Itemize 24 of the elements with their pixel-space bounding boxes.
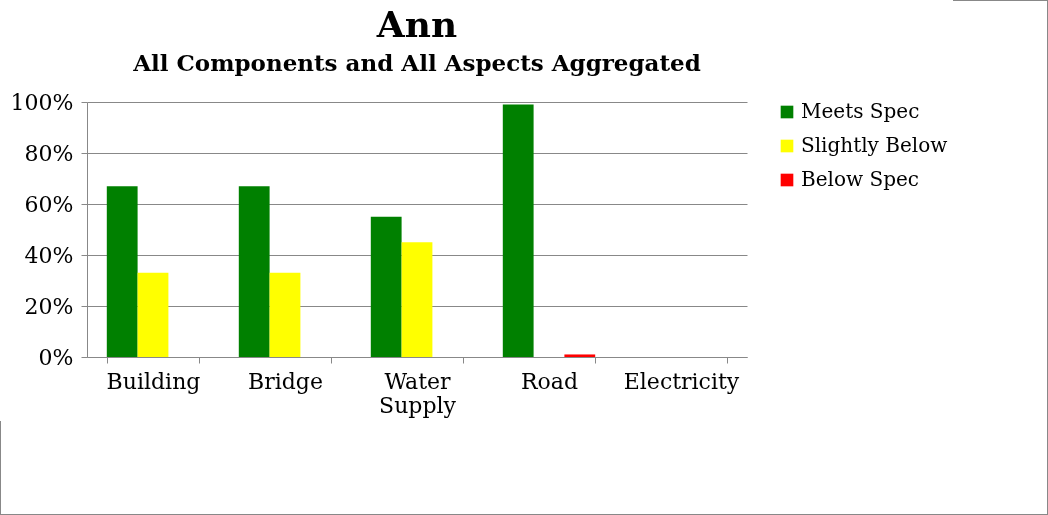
x-tick-label: Building xyxy=(106,368,201,394)
chart-title: Ann xyxy=(375,3,458,45)
x-tick-label: Electricity xyxy=(623,368,740,394)
legend-label: Below Spec xyxy=(801,167,919,191)
x-tick-label: Bridge xyxy=(248,368,323,394)
y-tick-label: 0% xyxy=(38,344,74,370)
y-tick-label: 20% xyxy=(24,293,74,319)
bar xyxy=(370,216,402,357)
bar xyxy=(401,242,433,357)
y-tick-label: 80% xyxy=(24,140,74,166)
bar xyxy=(106,186,138,357)
bar xyxy=(564,354,596,357)
x-tick-label: Road xyxy=(520,368,579,394)
y-tick-label: 40% xyxy=(24,242,74,268)
bar xyxy=(238,186,270,357)
chart-subtitle: All Components and All Aspects Aggregated xyxy=(132,49,701,76)
bar xyxy=(137,272,169,357)
x-tick-label: Water Supply xyxy=(379,368,457,418)
bar xyxy=(502,104,534,357)
legend-label: Slightly Below xyxy=(801,133,948,157)
y-tick-label: 100% xyxy=(10,89,74,115)
y-tick-label: 60% xyxy=(24,191,74,217)
legend-label: Meets Spec xyxy=(801,99,920,123)
bar xyxy=(269,272,301,357)
